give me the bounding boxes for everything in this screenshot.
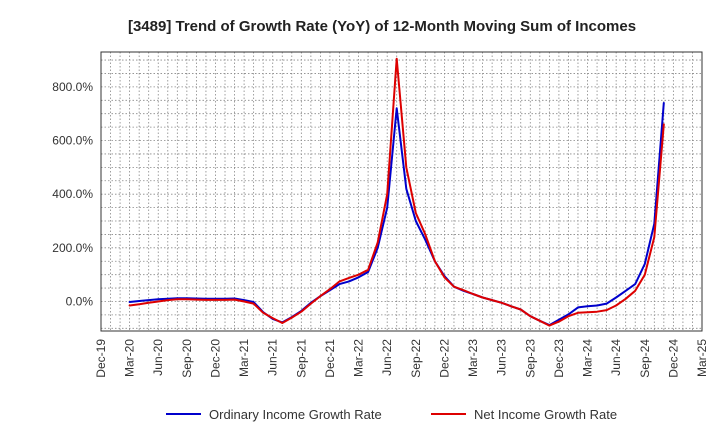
x-tick-label: Jun-21 — [266, 339, 280, 376]
legend-label: Ordinary Income Growth Rate — [209, 407, 382, 422]
x-tick-label: Mar-20 — [123, 339, 137, 377]
y-tick-label: 0.0% — [66, 294, 94, 308]
x-tick-label: Jun-20 — [151, 339, 165, 376]
y-tick-label: 200.0% — [52, 241, 93, 255]
x-tick-label: Sep-23 — [523, 339, 537, 378]
chart-title: [3489] Trend of Growth Rate (YoY) of 12-… — [128, 18, 636, 35]
legend: Ordinary Income Growth Rate Net Income Gr… — [166, 407, 617, 422]
legend-label: Net Income Growth Rate — [474, 407, 617, 422]
x-tick-label: Dec-21 — [323, 339, 337, 378]
x-tick-label: Jun-24 — [609, 339, 623, 376]
x-tick-label: Mar-25 — [695, 339, 709, 377]
x-tick-label: Dec-20 — [208, 339, 222, 378]
series-line-ordinary-income — [128, 102, 665, 327]
plot-area: 0.0% 200.0% 400.0% 600.0% 800.0% Dec-19 Mar-20… — [52, 51, 709, 378]
x-tick-label: Dec-23 — [552, 339, 566, 378]
x-tick-label: Mar-24 — [581, 339, 595, 377]
x-tick-label: Mar-23 — [466, 339, 480, 377]
x-tick-label: Dec-22 — [437, 339, 451, 378]
x-tick-label: Mar-21 — [237, 339, 251, 377]
y-tick-label: 400.0% — [52, 187, 93, 201]
x-tick-label: Mar-22 — [352, 339, 366, 377]
plot-frame — [100, 51, 703, 332]
y-tick-label: 800.0% — [52, 80, 93, 94]
x-tick-label: Sep-24 — [638, 339, 652, 378]
x-tick-label: Dec-19 — [94, 339, 108, 378]
series-line-net-income — [128, 57, 665, 327]
x-tick-label: Sep-20 — [180, 339, 194, 378]
x-tick-label: Jun-22 — [380, 339, 394, 376]
y-tick-label: 600.0% — [52, 134, 93, 148]
x-tick-label: Sep-22 — [409, 339, 423, 378]
x-tick-label: Jun-23 — [495, 339, 509, 376]
x-tick-label: Sep-21 — [294, 339, 308, 378]
x-tick-label: Dec-24 — [666, 339, 680, 378]
plot-background — [101, 52, 702, 331]
